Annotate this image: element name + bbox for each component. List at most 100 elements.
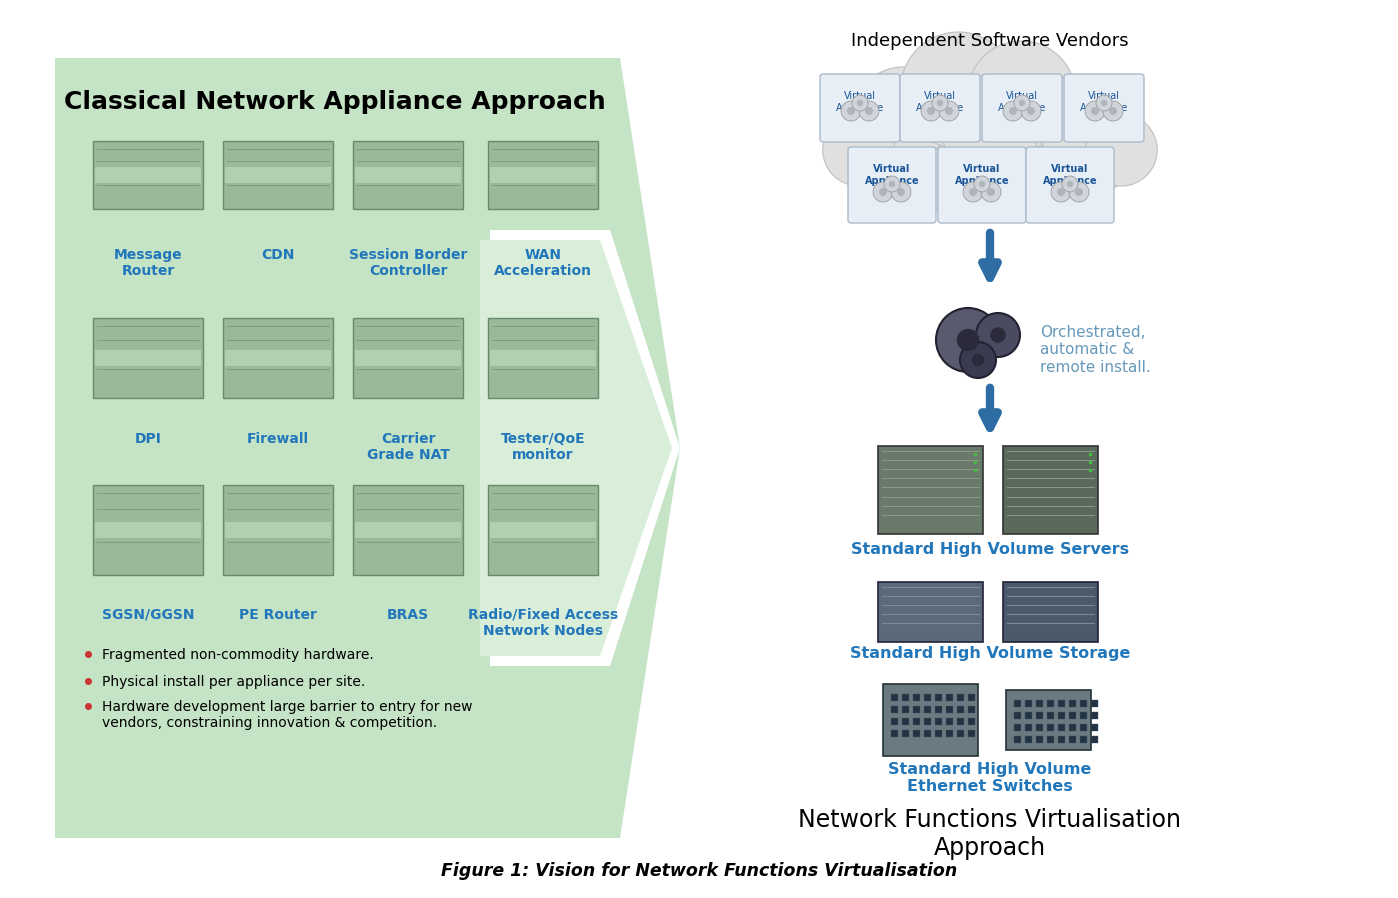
FancyBboxPatch shape bbox=[913, 706, 920, 713]
Text: Orchestrated,
automatic &
remote install.: Orchestrated, automatic & remote install… bbox=[1040, 325, 1151, 374]
Circle shape bbox=[884, 176, 900, 192]
FancyBboxPatch shape bbox=[1002, 446, 1097, 534]
Circle shape bbox=[956, 329, 979, 351]
FancyBboxPatch shape bbox=[1025, 736, 1032, 743]
Circle shape bbox=[851, 95, 868, 111]
FancyBboxPatch shape bbox=[1079, 736, 1086, 743]
FancyBboxPatch shape bbox=[1047, 712, 1054, 719]
FancyBboxPatch shape bbox=[1025, 724, 1032, 731]
Text: Virtual
Appliance: Virtual Appliance bbox=[955, 164, 1009, 186]
FancyBboxPatch shape bbox=[902, 706, 909, 713]
Circle shape bbox=[1085, 114, 1158, 186]
Ellipse shape bbox=[850, 115, 1130, 215]
Text: WAN
Acceleration: WAN Acceleration bbox=[493, 248, 591, 278]
FancyBboxPatch shape bbox=[891, 706, 898, 713]
Circle shape bbox=[1028, 107, 1035, 115]
Circle shape bbox=[945, 107, 953, 115]
Circle shape bbox=[939, 75, 1040, 175]
Polygon shape bbox=[480, 240, 672, 656]
FancyBboxPatch shape bbox=[1079, 724, 1086, 731]
Circle shape bbox=[1069, 182, 1089, 202]
Text: Hardware development large barrier to entry for new
vendors, constraining innova: Hardware development large barrier to en… bbox=[102, 700, 473, 730]
Circle shape bbox=[1051, 182, 1071, 202]
FancyBboxPatch shape bbox=[945, 730, 952, 737]
FancyBboxPatch shape bbox=[488, 485, 598, 575]
Circle shape bbox=[823, 114, 895, 186]
Circle shape bbox=[872, 182, 893, 202]
FancyBboxPatch shape bbox=[355, 167, 461, 183]
Text: Standard High Volume Storage: Standard High Volume Storage bbox=[850, 646, 1130, 661]
FancyBboxPatch shape bbox=[1014, 736, 1021, 743]
Text: Virtual
Appliance: Virtual Appliance bbox=[1043, 164, 1097, 186]
FancyBboxPatch shape bbox=[821, 74, 900, 142]
FancyBboxPatch shape bbox=[956, 694, 963, 701]
FancyBboxPatch shape bbox=[1057, 712, 1064, 719]
FancyBboxPatch shape bbox=[913, 730, 920, 737]
Circle shape bbox=[1019, 100, 1025, 106]
FancyBboxPatch shape bbox=[924, 718, 931, 725]
FancyBboxPatch shape bbox=[934, 706, 941, 713]
FancyBboxPatch shape bbox=[902, 694, 909, 701]
FancyBboxPatch shape bbox=[488, 141, 598, 209]
FancyBboxPatch shape bbox=[913, 694, 920, 701]
FancyBboxPatch shape bbox=[967, 730, 974, 737]
FancyBboxPatch shape bbox=[224, 485, 333, 575]
FancyBboxPatch shape bbox=[1036, 724, 1043, 731]
Circle shape bbox=[1090, 107, 1099, 115]
FancyBboxPatch shape bbox=[224, 141, 333, 209]
FancyBboxPatch shape bbox=[967, 694, 974, 701]
Circle shape bbox=[927, 107, 935, 115]
FancyBboxPatch shape bbox=[1064, 74, 1144, 142]
Circle shape bbox=[972, 354, 984, 366]
FancyBboxPatch shape bbox=[94, 318, 203, 398]
FancyBboxPatch shape bbox=[1090, 736, 1097, 743]
FancyBboxPatch shape bbox=[95, 522, 201, 538]
Circle shape bbox=[1021, 101, 1042, 121]
FancyBboxPatch shape bbox=[945, 706, 952, 713]
Circle shape bbox=[1085, 101, 1104, 121]
Circle shape bbox=[1014, 95, 1030, 111]
FancyBboxPatch shape bbox=[882, 684, 977, 756]
FancyBboxPatch shape bbox=[956, 730, 963, 737]
Circle shape bbox=[963, 182, 983, 202]
FancyBboxPatch shape bbox=[945, 718, 952, 725]
Circle shape bbox=[842, 101, 861, 121]
Circle shape bbox=[1100, 100, 1107, 106]
Text: PE Router: PE Router bbox=[239, 608, 317, 622]
Text: SGSN/GGSN: SGSN/GGSN bbox=[102, 608, 194, 622]
FancyBboxPatch shape bbox=[1047, 700, 1054, 707]
FancyBboxPatch shape bbox=[355, 522, 461, 538]
FancyBboxPatch shape bbox=[924, 706, 931, 713]
FancyBboxPatch shape bbox=[924, 730, 931, 737]
Circle shape bbox=[891, 182, 911, 202]
FancyBboxPatch shape bbox=[924, 694, 931, 701]
Circle shape bbox=[921, 101, 941, 121]
FancyBboxPatch shape bbox=[902, 718, 909, 725]
FancyBboxPatch shape bbox=[1002, 582, 1097, 642]
FancyBboxPatch shape bbox=[956, 706, 963, 713]
Text: Independent Software Vendors: Independent Software Vendors bbox=[851, 32, 1128, 50]
Circle shape bbox=[937, 308, 1000, 372]
FancyBboxPatch shape bbox=[900, 74, 980, 142]
FancyBboxPatch shape bbox=[1025, 712, 1032, 719]
FancyBboxPatch shape bbox=[1036, 712, 1043, 719]
Circle shape bbox=[932, 95, 948, 111]
FancyBboxPatch shape bbox=[945, 694, 952, 701]
Circle shape bbox=[1109, 107, 1117, 115]
Text: Virtual
Appliance: Virtual Appliance bbox=[916, 91, 965, 112]
FancyBboxPatch shape bbox=[488, 318, 598, 398]
Circle shape bbox=[969, 188, 977, 196]
Text: Standard High Volume Servers: Standard High Volume Servers bbox=[851, 542, 1130, 557]
Circle shape bbox=[937, 100, 944, 106]
Text: CDN: CDN bbox=[261, 248, 295, 262]
Text: Figure 1: Vision for Network Functions Virtualisation: Figure 1: Vision for Network Functions V… bbox=[440, 862, 958, 880]
FancyBboxPatch shape bbox=[891, 694, 898, 701]
Text: Standard High Volume
Ethernet Switches: Standard High Volume Ethernet Switches bbox=[888, 762, 1092, 795]
Circle shape bbox=[939, 101, 959, 121]
Text: Session Border
Controller: Session Border Controller bbox=[350, 248, 467, 278]
Circle shape bbox=[900, 32, 1016, 148]
Circle shape bbox=[898, 188, 905, 196]
FancyBboxPatch shape bbox=[1090, 700, 1097, 707]
FancyBboxPatch shape bbox=[981, 74, 1062, 142]
Text: Message
Router: Message Router bbox=[113, 248, 182, 278]
